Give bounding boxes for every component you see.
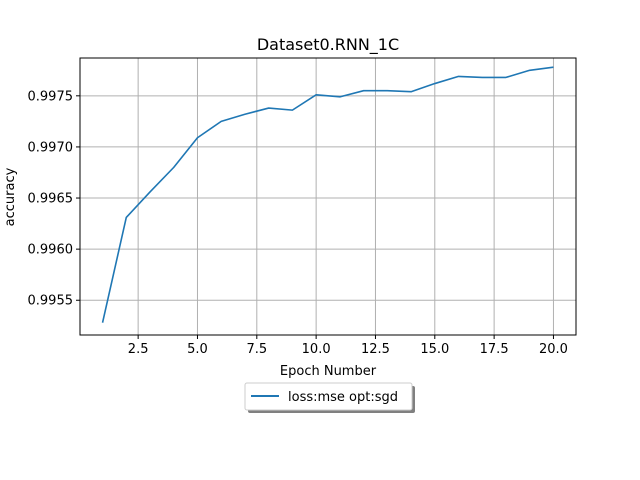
x-tick-label: 10.0 — [302, 342, 331, 357]
y-tick-label: 0.9955 — [28, 294, 74, 309]
y-axis: 0.9955 0.9960 0.9965 0.9970 0.9975 — [28, 89, 80, 309]
x-tick-label: 5.0 — [187, 342, 208, 357]
chart-title: Dataset0.RNN_1C — [257, 35, 399, 55]
plot-frame — [79, 57, 577, 336]
x-tick-label: 2.5 — [128, 342, 149, 357]
y-axis-label: accuracy — [3, 167, 18, 226]
y-tick-label: 0.9970 — [28, 140, 74, 155]
legend: loss:mse opt:sgd — [244, 382, 415, 413]
legend-box — [244, 382, 413, 411]
series-line — [101, 66, 554, 323]
x-tick-label: 17.5 — [480, 342, 509, 357]
y-tick-label: 0.9960 — [28, 243, 74, 258]
x-tick-label: 20.0 — [539, 342, 568, 357]
x-axis: 2.5 5.0 7.5 10.0 12.5 15.0 17.5 20.0 — [128, 335, 568, 357]
grid — [80, 58, 576, 335]
x-tick-label: 15.0 — [420, 342, 449, 357]
legend-label: loss:mse opt:sgd — [288, 390, 398, 405]
series-layer — [101, 66, 554, 323]
y-tick-label: 0.9965 — [28, 192, 74, 207]
x-tick-label: 12.5 — [361, 342, 390, 357]
y-tick-label: 0.9975 — [28, 89, 74, 104]
x-tick-label: 7.5 — [246, 342, 267, 357]
x-axis-label: Epoch Number — [280, 364, 377, 379]
